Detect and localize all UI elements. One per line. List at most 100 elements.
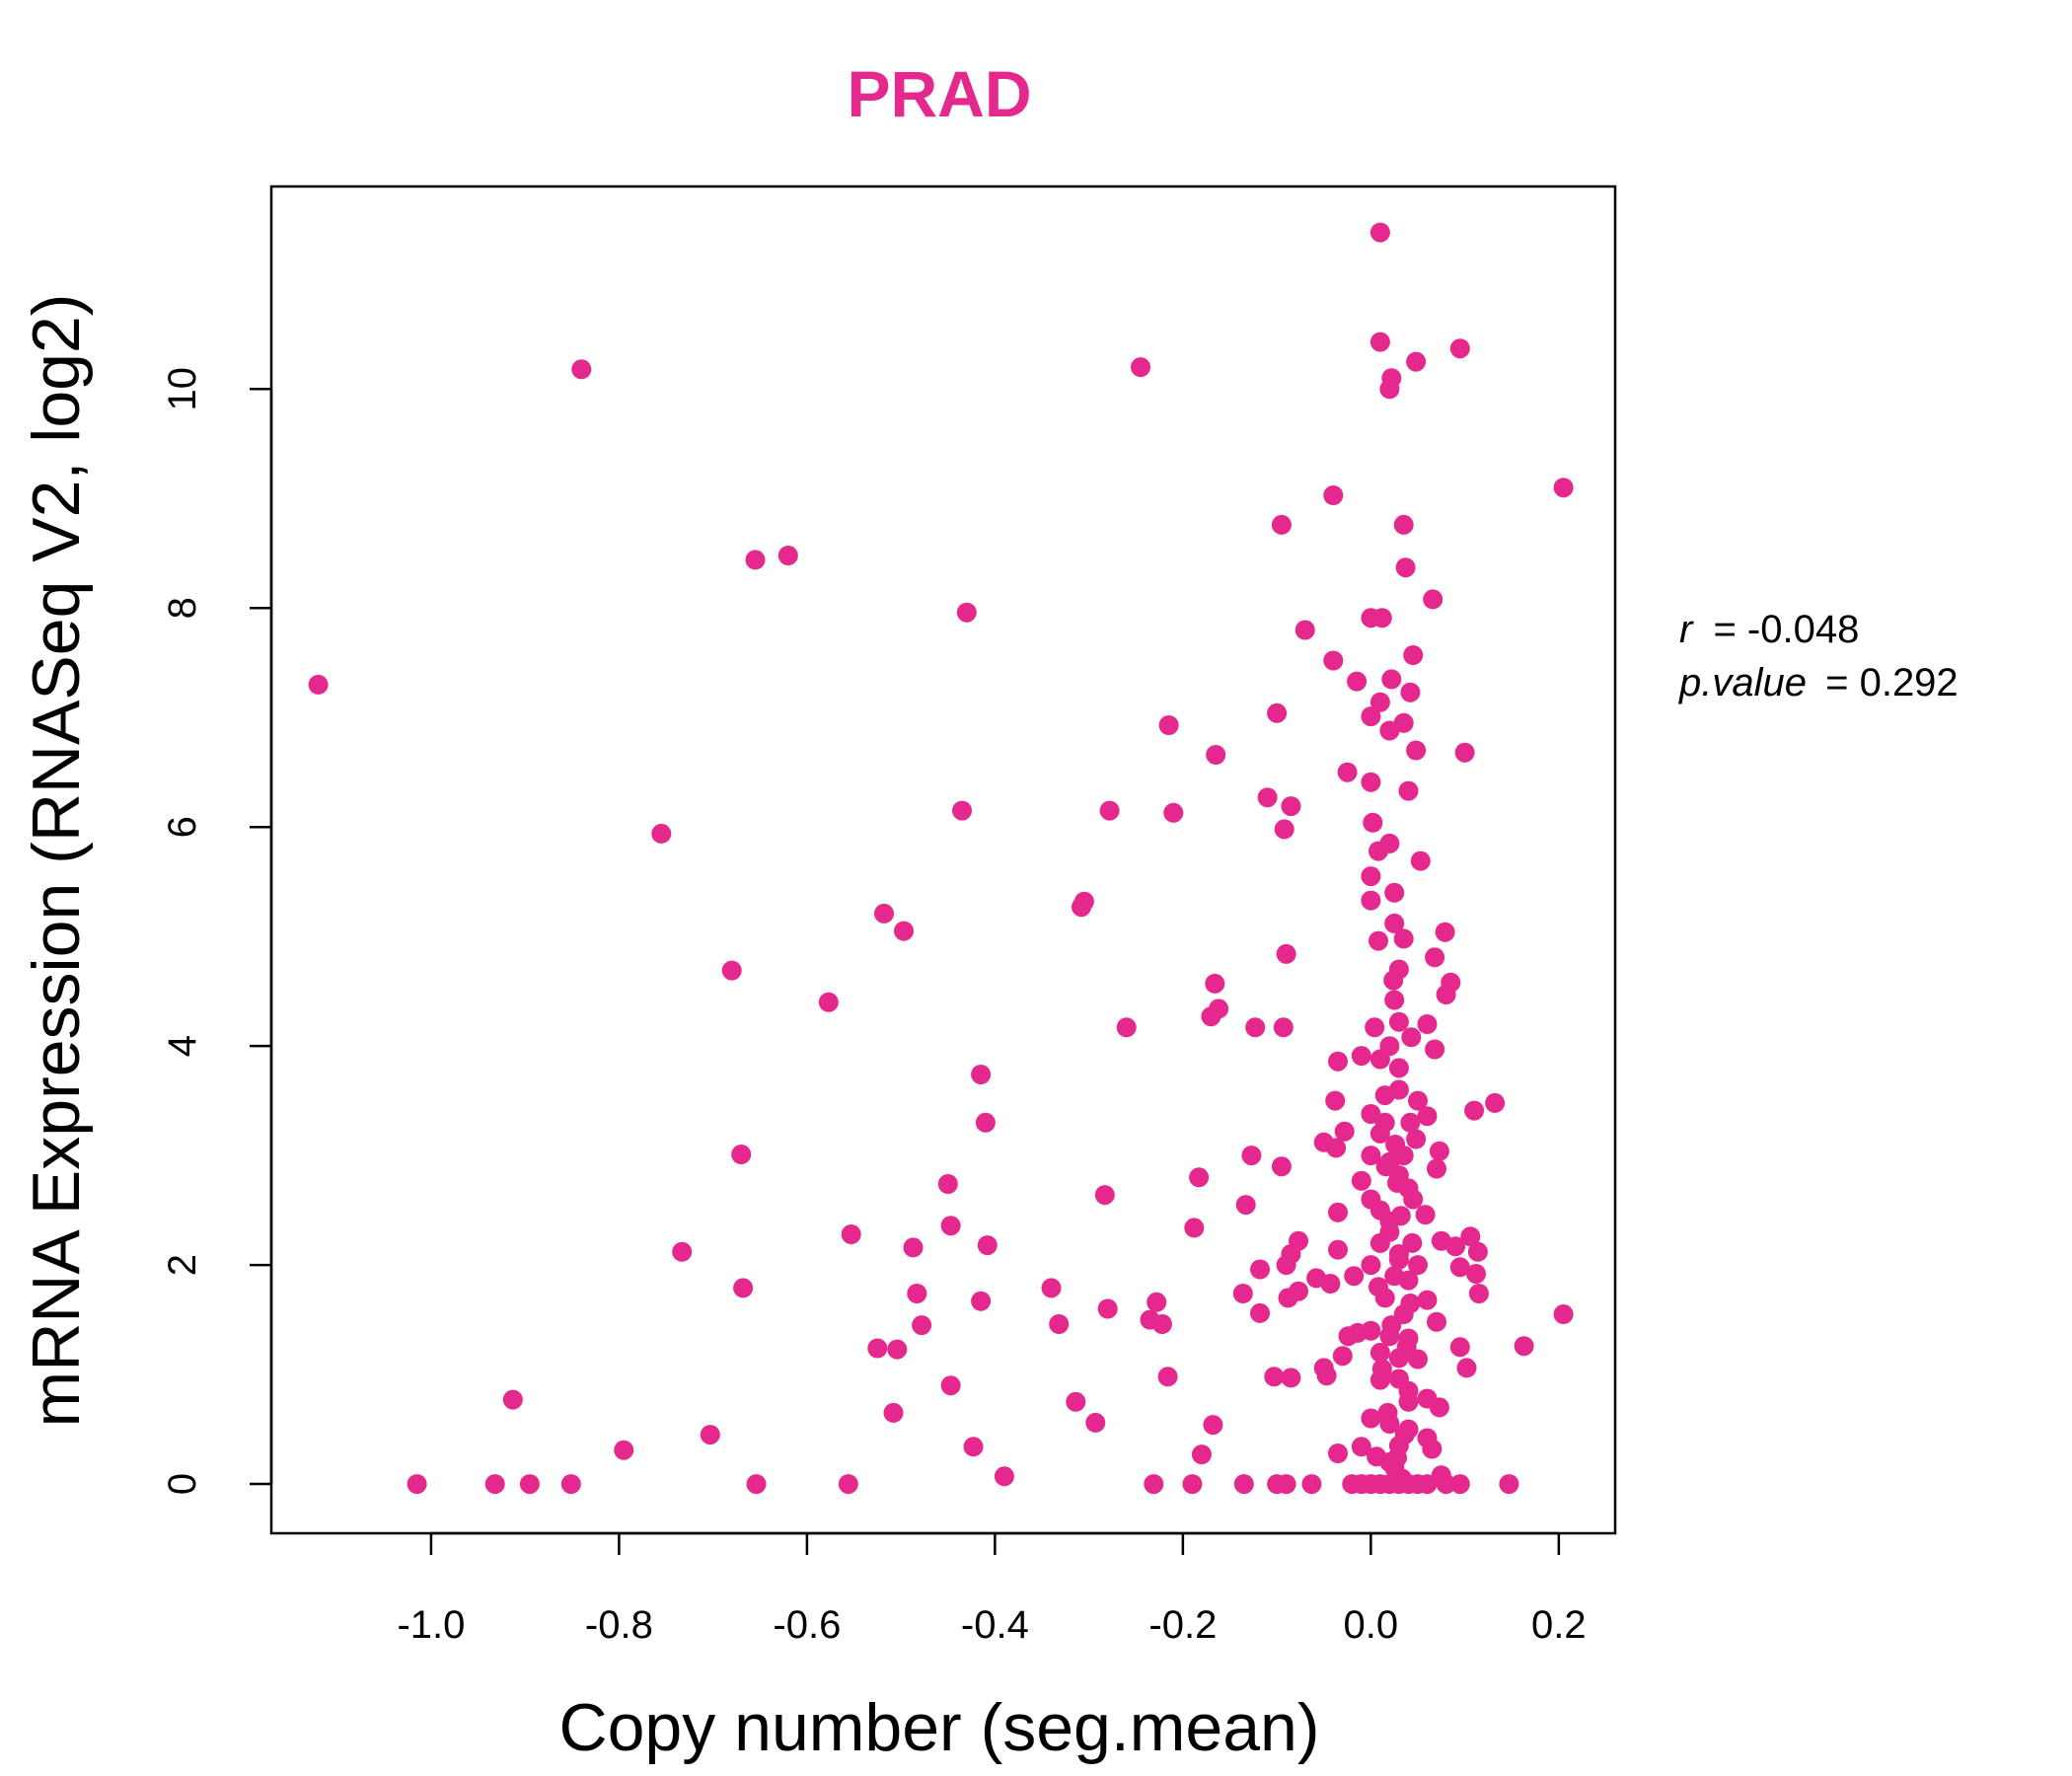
data-point: [1344, 1266, 1365, 1287]
data-point: [1385, 1135, 1406, 1154]
data-point: [1337, 762, 1358, 782]
data-point: [1323, 485, 1344, 505]
data-point: [952, 800, 972, 821]
data-point: [867, 1338, 888, 1359]
data-point: [1369, 222, 1390, 243]
data-point: [1381, 1315, 1402, 1336]
data-point: [1553, 478, 1574, 498]
data-point: [1390, 1206, 1411, 1226]
data-point: [1384, 1266, 1405, 1287]
y-tick-label: 6: [161, 816, 204, 838]
data-point: [1232, 1284, 1253, 1303]
data-point: [1328, 1202, 1348, 1222]
data-point: [1116, 1017, 1137, 1038]
data-point: [1264, 1367, 1285, 1387]
data-point: [484, 1474, 505, 1495]
data-point: [1184, 1218, 1205, 1238]
data-point: [1384, 990, 1405, 1010]
data-point: [1427, 1158, 1446, 1179]
data-point: [651, 823, 672, 844]
data-point: [1361, 1104, 1381, 1124]
data-point: [883, 1402, 904, 1423]
x-tick-label: -0.6: [773, 1603, 841, 1647]
data-point: [1144, 1474, 1164, 1495]
data-point: [1301, 1474, 1322, 1495]
data-points: [308, 222, 1574, 1495]
data-point: [1467, 1241, 1488, 1262]
data-point: [1396, 1337, 1417, 1358]
data-point: [1485, 1092, 1506, 1113]
data-point: [971, 1065, 992, 1084]
data-point: [887, 1339, 908, 1360]
x-tick-label: 0.2: [1531, 1603, 1587, 1647]
x-tick-label: -1.0: [397, 1603, 465, 1647]
data-point: [1454, 742, 1475, 763]
data-point: [841, 1224, 861, 1244]
p-value-label: p.value: [1678, 661, 1807, 704]
correlation-stats: r = -0.048 p.value = 0.292: [1678, 608, 1959, 704]
data-point: [1276, 1474, 1296, 1495]
y-tick-label: 2: [161, 1254, 204, 1276]
data-point: [874, 903, 894, 924]
data-point: [1388, 1058, 1409, 1078]
data-point: [1295, 620, 1315, 640]
data-point: [560, 1474, 581, 1495]
data-point: [1393, 928, 1414, 949]
data-point: [1158, 715, 1179, 735]
data-point: [1379, 1221, 1400, 1242]
y-tick-label: 8: [161, 597, 204, 619]
data-point: [1417, 1014, 1438, 1034]
data-point: [1369, 930, 1388, 951]
data-point: [818, 992, 839, 1012]
data-point: [733, 1278, 754, 1298]
data-point: [1383, 970, 1404, 991]
data-point: [940, 1216, 961, 1236]
data-point: [1325, 1090, 1346, 1111]
data-point: [977, 1235, 998, 1256]
data-point: [1425, 947, 1445, 968]
data-point: [308, 674, 329, 695]
data-point: [1374, 1112, 1395, 1133]
data-point: [1445, 1236, 1466, 1257]
data-point: [1320, 1274, 1341, 1294]
data-point: [937, 1174, 958, 1194]
data-point: [1267, 703, 1288, 723]
data-point: [1460, 1226, 1481, 1247]
data-point: [1374, 1085, 1395, 1106]
data-point: [1085, 1412, 1106, 1433]
data-point: [1369, 692, 1390, 712]
data-point: [1241, 1146, 1262, 1166]
data-point: [1436, 1474, 1456, 1495]
data-point: [1191, 1444, 1212, 1465]
data-point: [1449, 1474, 1470, 1495]
data-point: [1449, 338, 1470, 359]
data-point: [1388, 1011, 1409, 1032]
x-axis-title: Copy number (seg.mean): [558, 1690, 1319, 1765]
data-point: [1316, 1366, 1337, 1386]
data-point: [1131, 357, 1150, 378]
data-point: [1387, 1172, 1407, 1193]
data-point: [1408, 1090, 1428, 1111]
data-point: [1235, 1195, 1256, 1216]
data-point: [1369, 332, 1390, 352]
data-point: [1393, 514, 1414, 535]
data-point: [1401, 1027, 1422, 1048]
data-point: [1351, 1437, 1371, 1457]
data-point: [731, 1145, 752, 1164]
data-point: [1403, 1189, 1424, 1210]
data-point: [1201, 1006, 1221, 1027]
data-point: [1099, 800, 1120, 821]
data-point: [1369, 1200, 1390, 1221]
data-point: [1402, 1232, 1423, 1253]
data-point: [1182, 1474, 1203, 1495]
data-point: [1276, 1255, 1296, 1276]
data-point: [1377, 1402, 1398, 1423]
data-point: [1273, 1017, 1294, 1038]
data-point: [1400, 1294, 1421, 1313]
data-point: [1233, 1474, 1254, 1495]
data-point: [1388, 1244, 1409, 1264]
data-point: [1464, 1100, 1485, 1121]
data-point: [1066, 1391, 1086, 1412]
chart-title: PRAD: [847, 57, 1031, 130]
